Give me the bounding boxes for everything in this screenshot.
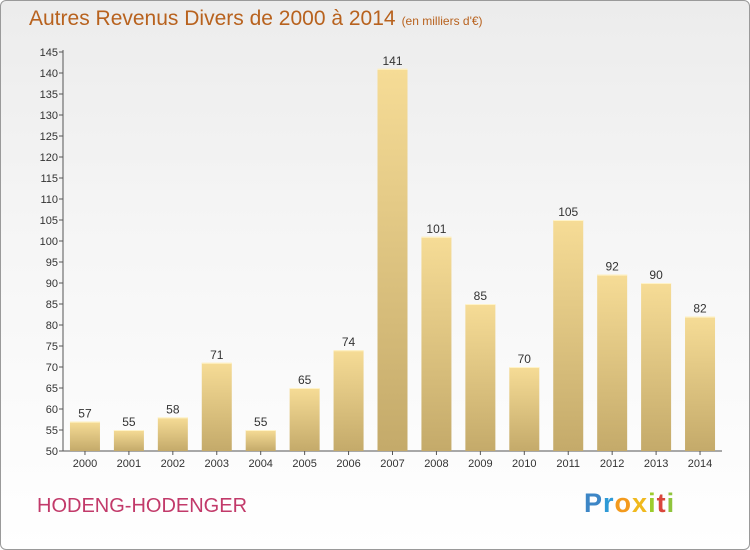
- value-label: 82: [693, 302, 707, 316]
- value-label: 92: [605, 260, 619, 274]
- x-tick-label: 2002: [161, 458, 185, 470]
- title-row: Autres Revenus Divers de 2000 à 2014 (en …: [29, 7, 483, 31]
- y-tick-label: 75: [46, 341, 58, 353]
- value-label: 105: [558, 205, 578, 219]
- x-tick-label: 2005: [292, 458, 316, 470]
- chart-title: Autres Revenus Divers de 2000 à 2014: [29, 7, 396, 30]
- labels-group: 57 55 58 71 55 65 74 141 101 85 70 105 92 90 82: [78, 54, 707, 429]
- value-label: 85: [474, 289, 488, 303]
- bar: [597, 274, 628, 451]
- proxiti-logo: Proxiti: [584, 488, 676, 518]
- bar: [201, 362, 232, 451]
- x-tick-label: 2009: [468, 458, 492, 470]
- value-label: 101: [426, 222, 446, 236]
- bar: [421, 236, 452, 451]
- y-tick-label: 85: [46, 299, 58, 311]
- x-tick-label: 2010: [512, 458, 536, 470]
- value-label: 141: [382, 54, 402, 68]
- value-label: 71: [210, 348, 224, 362]
- value-label: 90: [649, 268, 663, 282]
- bar: [377, 68, 408, 452]
- y-tick-label: 125: [40, 131, 58, 143]
- y-tick-label: 70: [46, 362, 58, 374]
- bar: [509, 367, 540, 451]
- x-tick-label: 2011: [556, 458, 580, 470]
- commune-name: HODENG-HODENGER: [37, 495, 248, 517]
- bar: [641, 283, 672, 451]
- bar: [69, 421, 100, 451]
- bar: [333, 350, 364, 451]
- y-tick-label: 110: [40, 194, 58, 206]
- x-tick-label: 2008: [424, 458, 448, 470]
- y-tick-label: 100: [40, 236, 58, 248]
- x-tick-label: 2013: [644, 458, 668, 470]
- bar: [289, 388, 320, 451]
- value-label: 55: [122, 415, 136, 429]
- bar: [553, 220, 584, 451]
- value-label: 65: [298, 373, 312, 387]
- x-tick-label: 2003: [205, 458, 229, 470]
- value-label: 57: [78, 407, 92, 421]
- value-label: 74: [342, 335, 356, 349]
- y-tick-label: 120: [40, 152, 58, 164]
- y-tick-label: 50: [46, 446, 58, 458]
- y-tick-label: 95: [46, 257, 58, 269]
- chart-unit: (en milliers d'€): [401, 14, 483, 28]
- value-label: 58: [166, 402, 180, 416]
- y-tick-label: 105: [40, 215, 58, 227]
- value-label: 55: [254, 415, 268, 429]
- x-tick-label: 2014: [688, 458, 712, 470]
- bar: [245, 430, 276, 451]
- y-tick-label: 145: [40, 47, 58, 59]
- x-tick-label: 2004: [248, 458, 272, 470]
- x-tick-label: 2007: [380, 458, 404, 470]
- y-tick-label: 55: [46, 425, 58, 437]
- y-tick-label: 65: [46, 383, 58, 395]
- y-tick-label: 90: [46, 278, 58, 290]
- x-tick-label: 2006: [336, 458, 360, 470]
- bars-group: [69, 68, 716, 452]
- y-tick-label: 140: [40, 68, 58, 80]
- bar: [465, 304, 496, 451]
- value-label: 70: [518, 352, 532, 366]
- bar: [113, 430, 144, 451]
- x-tick-label: 2000: [73, 458, 97, 470]
- y-tick-label: 60: [46, 404, 58, 416]
- x-tick-label: 2001: [117, 458, 141, 470]
- bar: [685, 316, 716, 451]
- x-tick-label: 2012: [600, 458, 624, 470]
- y-tick-label: 130: [40, 110, 58, 122]
- y-tick-label: 135: [40, 89, 58, 101]
- y-tick-label: 115: [40, 173, 58, 185]
- y-tick-label: 80: [46, 320, 58, 332]
- bar: [157, 417, 188, 451]
